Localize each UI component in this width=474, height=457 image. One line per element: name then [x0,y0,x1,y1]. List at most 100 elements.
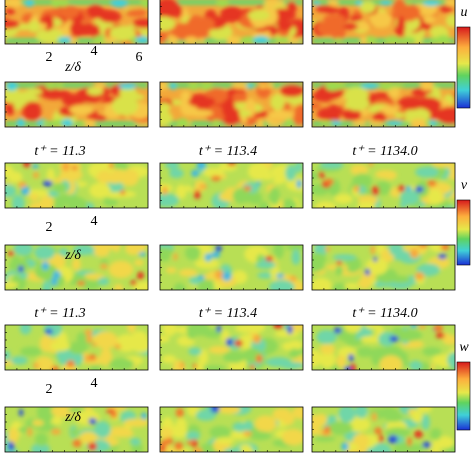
blob [226,35,241,44]
blob [380,0,391,6]
blob [221,98,236,119]
blob [170,82,177,90]
blob [428,189,443,205]
blob [5,281,19,289]
blob [100,263,108,270]
field [5,0,148,44]
blob [94,115,107,122]
blob [353,185,360,192]
blob [42,280,52,290]
blob [166,437,174,445]
x-axis-label: z/δ [64,60,81,75]
blob [51,416,63,426]
blob [6,82,18,91]
blob [323,7,340,14]
blob [43,325,63,338]
blob [231,83,248,89]
blob [79,431,98,444]
blob [130,330,148,348]
field [160,0,303,44]
blob [319,350,336,369]
blob [370,245,376,255]
blob [384,35,401,44]
blob [126,325,137,334]
blob [269,26,279,36]
field [312,245,451,290]
blob [247,246,258,259]
blob [84,329,93,336]
blob [175,417,187,432]
blob [387,86,400,99]
blob [232,92,247,104]
time-label: t⁺ = 11.3 [34,306,85,321]
blob [294,103,303,124]
blob [184,36,198,44]
blob [285,118,294,127]
blob [421,414,430,431]
blob [325,104,342,123]
blob [27,427,32,437]
blob [415,166,439,178]
blob [165,267,177,274]
blob [254,415,277,433]
blob [33,362,39,369]
field-panel [5,82,148,127]
blob [394,112,405,119]
blob [31,443,50,452]
blob [39,334,53,352]
blob [84,354,90,363]
blob [248,163,268,177]
blob [265,256,274,262]
blob [8,251,15,257]
blob [327,421,353,435]
blob [327,0,339,6]
blob [396,16,406,36]
blob [227,163,237,166]
blob [169,168,184,179]
blob [56,82,64,90]
blob [87,442,98,451]
blob [429,120,437,126]
blob [273,245,284,259]
field [5,82,148,127]
blob [88,418,97,425]
blob [232,422,248,432]
blob [436,106,455,125]
blob [333,327,342,334]
blob [406,444,425,452]
field [160,245,303,290]
blob [72,439,82,448]
blob [255,261,276,269]
blob [216,325,222,333]
blob [389,245,403,256]
blob [444,0,455,7]
blob [134,259,144,267]
blob [384,412,404,423]
blob [314,201,337,208]
blob [244,83,254,89]
blob [199,184,208,189]
blob [92,35,108,44]
blob [186,325,210,337]
blob [250,364,255,370]
field-panel [5,163,148,208]
blob [393,3,421,22]
blob [414,272,425,281]
blob [203,97,216,107]
blob [91,342,97,347]
blob [312,259,325,273]
blob [20,346,42,357]
blob [34,432,48,447]
blob [160,335,170,343]
blob [135,36,148,44]
blob [312,414,323,432]
blob [203,105,228,121]
blob [418,245,429,248]
blob [414,430,423,438]
field-panel [160,245,303,290]
blob [52,196,66,208]
blob [379,82,394,90]
blob [350,164,369,176]
blob [160,102,171,113]
blob [287,325,293,335]
